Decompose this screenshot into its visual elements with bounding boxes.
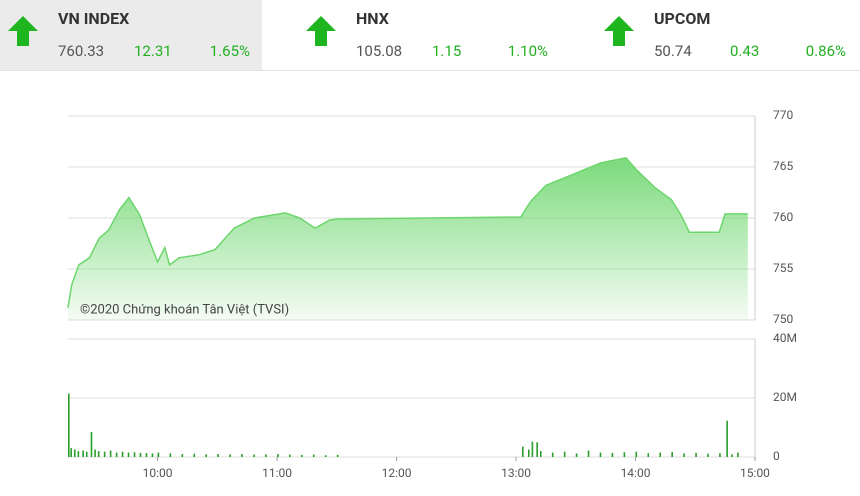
volume-bar	[157, 452, 160, 457]
y-tick-label: 770	[773, 108, 793, 122]
volume-bar	[647, 453, 650, 457]
volume-bar	[611, 452, 614, 457]
volume-bar	[683, 453, 685, 457]
index-change: 12.31	[134, 42, 172, 60]
volume-bar	[563, 451, 566, 457]
index-change: 0.43	[730, 42, 760, 60]
y-tick-label: 760	[773, 210, 793, 224]
volume-bar	[731, 454, 733, 457]
arrow	[304, 14, 338, 52]
arrow	[602, 14, 636, 52]
volume-bar	[659, 452, 662, 457]
volume-bar	[229, 454, 231, 457]
volume-bar	[115, 452, 118, 457]
y-tick-label: 20M	[773, 390, 797, 404]
chart: 750 755 760 765 770 ©2020 Chứng khoán Tân Việ…	[67, 108, 797, 480]
volume-bar	[97, 451, 100, 457]
x-tick-label: 13:00	[501, 466, 531, 480]
volume-bar	[587, 450, 590, 457]
x-tick-label: 14:00	[621, 466, 651, 480]
up-arrow	[306, 16, 336, 46]
annotation: ©2020 Chứng khoán Tân Việt (TVSI)	[80, 302, 289, 317]
index-change: 1.15	[432, 42, 462, 60]
volume-bar	[109, 450, 112, 457]
y-tick-label: 765	[773, 159, 793, 173]
y-tick-label: 40M	[773, 331, 797, 345]
volume-bar	[193, 453, 196, 457]
volume-bar	[599, 452, 602, 457]
x-tick-label: 10:00	[143, 466, 173, 480]
volume-bar	[73, 449, 76, 457]
index-panel[interactable]: UPCOM 50.74 0.43 0.86%	[596, 0, 858, 70]
volume-bar	[277, 454, 279, 457]
volume-bar	[90, 431, 93, 457]
volume-bar	[145, 453, 148, 457]
volume-bar	[531, 441, 534, 457]
index-panel[interactable]: HNX 105.08 1.15 1.10%	[298, 0, 560, 70]
volume-bar	[85, 451, 88, 457]
index-percent: 1.65%	[209, 42, 250, 60]
volume-bar	[695, 452, 697, 457]
up-arrow	[8, 16, 38, 46]
volume-bar	[94, 449, 96, 457]
volume-bar	[522, 446, 524, 457]
area	[68, 157, 748, 320]
index-value: 50.74	[654, 42, 692, 60]
volume-bar	[707, 453, 709, 457]
volume-bar	[300, 454, 303, 457]
volume-bar	[527, 449, 530, 457]
y-tick-label: 750	[773, 312, 793, 326]
volume-bar	[77, 451, 80, 457]
volume-bar	[539, 451, 542, 457]
volume-bar	[719, 453, 721, 457]
volume-bar	[68, 393, 70, 457]
index-panel[interactable]: VN INDEX 760.33 12.31 1.65%	[0, 0, 262, 70]
index-percent: 0.86%	[805, 42, 846, 60]
arrow	[6, 14, 40, 52]
volume-bar	[205, 454, 207, 457]
price-line	[67, 156, 748, 308]
volume-bar	[70, 448, 72, 457]
volume-bar	[217, 454, 219, 457]
volume-bar	[635, 451, 638, 457]
index-name: VN INDEX	[58, 9, 130, 28]
volume-bar	[121, 451, 124, 457]
volume-bar	[536, 442, 538, 457]
volume-bar	[289, 454, 291, 457]
volume-bar	[671, 451, 673, 457]
up-arrow	[604, 16, 634, 46]
y-tick-label: 0	[773, 449, 780, 463]
volume-bar	[169, 453, 172, 457]
volume-bar	[127, 452, 130, 457]
volume-bar	[151, 453, 154, 457]
volume-bar	[575, 453, 578, 457]
volume-bar	[181, 454, 184, 457]
x-tick-label: 12:00	[382, 466, 412, 480]
volume-bar	[726, 420, 728, 457]
volume-bar	[82, 450, 84, 457]
volume-bar	[103, 451, 106, 457]
y-tick-label: 755	[773, 261, 793, 275]
index-value: 760.33	[58, 42, 105, 60]
x-tick-label: 11:00	[262, 466, 292, 480]
volume-bar	[253, 454, 255, 457]
index-name: HNX	[356, 9, 389, 28]
index-header: VN INDEX 760.33 12.31 1.65% HNX 105.08 1.15 1.1…	[0, 0, 860, 71]
volume-bar	[551, 452, 554, 457]
x-tick-label: 15:00	[740, 466, 770, 480]
index-percent: 1.10%	[507, 42, 548, 60]
volume-bar	[737, 452, 739, 457]
volume-bar	[312, 454, 315, 457]
index-name: UPCOM	[654, 9, 711, 28]
volume-bar	[623, 452, 626, 457]
volume-bar	[139, 452, 142, 457]
volume-bar	[133, 452, 136, 457]
volume-bar	[241, 454, 243, 457]
volume-bar	[265, 454, 267, 457]
volume-bar	[336, 454, 339, 457]
index-value: 105.08	[356, 42, 403, 60]
volume-bar	[324, 455, 327, 457]
